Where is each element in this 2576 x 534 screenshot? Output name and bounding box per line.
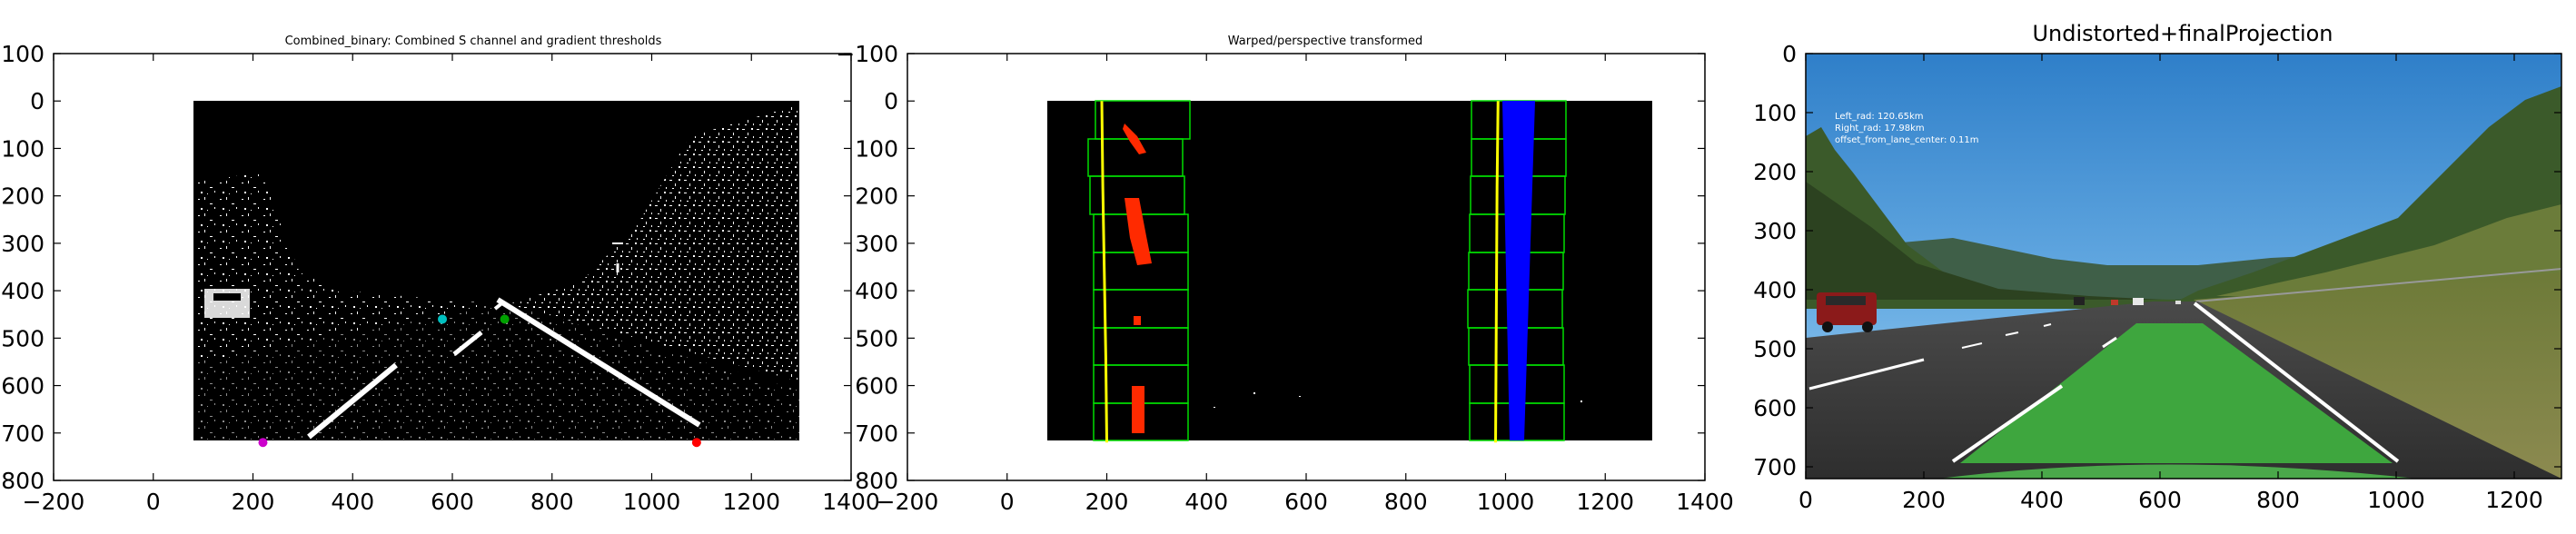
panel1-title: Combined_binary: Combined S channel and … (285, 35, 662, 48)
roadside-grass (2194, 272, 2561, 479)
x-tick-label: −200 (877, 489, 939, 515)
x-tick-label: 400 (331, 489, 374, 515)
red-car (1817, 292, 1877, 332)
black-car (2074, 297, 2085, 305)
x-tick-label: 400 (2020, 487, 2064, 513)
y-tick-label: 700 (855, 420, 898, 447)
x-tick-label: 1000 (1477, 489, 1535, 515)
y-tick-label: 0 (30, 88, 45, 114)
x-tick-label: 600 (2138, 487, 2182, 513)
y-tick-label: 700 (1, 420, 45, 447)
y-tick-label: −100 (0, 41, 45, 67)
white-car (2133, 298, 2144, 305)
panel2-yticks: −100 0 100 200 300 400 500 600 700 800 (836, 41, 1705, 494)
y-tick-label: 300 (1, 231, 45, 257)
scatter-point (500, 314, 510, 324)
x-tick-label: 600 (1284, 489, 1328, 515)
y-tick-label: 200 (1, 183, 45, 210)
y-tick-label: 400 (1, 278, 45, 304)
x-tick-label: 1400 (1676, 489, 1734, 515)
y-tick-label: 400 (855, 278, 898, 304)
y-tick-label: 0 (1782, 41, 1797, 67)
x-tick-label: 600 (431, 489, 474, 515)
x-tick-label: −200 (23, 489, 85, 515)
y-tick-label: 800 (855, 468, 898, 494)
y-tick-label: 500 (1753, 336, 1797, 362)
trees (1806, 86, 2561, 309)
x-tick-label: 200 (1085, 489, 1129, 515)
panel3-image: Left_rad: 120.65km Right_rad: 17.98km of… (1806, 54, 2562, 479)
left-lane-pixels (1123, 124, 1152, 433)
y-tick-label: 0 (884, 88, 898, 114)
y-tick-label: 300 (855, 231, 898, 257)
panel1-image (193, 101, 799, 440)
x-tick-label: 0 (1798, 487, 1813, 513)
panel3-yticks: 0 100 200 300 400 500 600 700 (1753, 41, 2561, 480)
scatter-point (258, 438, 268, 448)
x-tick-label: 800 (2256, 487, 2300, 513)
panel3-axes-frame (1805, 53, 2562, 480)
x-tick-label: 1200 (1576, 489, 1634, 515)
annotation-left-rad: Left_rad: 120.65km (1835, 112, 1923, 122)
panel2-fit-lines (1100, 101, 1500, 443)
lane-fit-line (1100, 101, 1108, 443)
y-tick-label: 800 (1, 468, 45, 494)
noise-dots (1214, 392, 1582, 408)
lane-fit-line (1494, 101, 1500, 443)
y-tick-label: 100 (1, 135, 45, 162)
panel3-xticks: 0 200 400 600 800 1000 1200 (1798, 54, 2543, 513)
x-tick-label: 400 (1184, 489, 1228, 515)
y-tick-label: 400 (1753, 277, 1797, 303)
panel2-xticks: −200 0 200 400 600 800 1000 1200 1400 (877, 54, 1734, 515)
panel3-title: Undistorted+finalProjection (2032, 21, 2333, 46)
annotation-right-rad: Right_rad: 17.98km (1835, 124, 1925, 134)
y-tick-label: 600 (855, 373, 898, 400)
y-tick-label: 200 (855, 183, 898, 210)
x-tick-label: 800 (530, 489, 574, 515)
panel-warped: Warped/perspective transformed (836, 35, 1733, 515)
y-tick-label: 100 (1753, 100, 1797, 126)
x-tick-label: 0 (1000, 489, 1015, 515)
right-lane-pixels (1502, 101, 1535, 440)
y-tick-label: 300 (1753, 218, 1797, 244)
y-tick-label: 600 (1, 373, 45, 400)
panel1-points (258, 314, 701, 448)
y-tick-label: 700 (1753, 454, 1797, 480)
panel-final-projection: Undistorted+finalProjection (1753, 21, 2562, 513)
x-tick-label: 1400 (822, 489, 880, 515)
y-tick-label: 500 (855, 325, 898, 351)
panel-combined-binary: Combined_binary: Combined S channel and … (0, 35, 880, 515)
x-tick-label: 1200 (722, 489, 780, 515)
x-tick-label: 800 (1384, 489, 1428, 515)
lane-projection-bottom (1939, 464, 2416, 479)
x-tick-label: 1000 (623, 489, 681, 515)
x-tick-label: 1000 (2367, 487, 2425, 513)
annotation-offset: offset_from_lane_center: 0.11m (1835, 135, 1979, 145)
scatter-point (438, 314, 448, 324)
panel2-image (1047, 100, 1652, 443)
lane-projection (1960, 323, 2393, 463)
x-tick-label: 0 (146, 489, 161, 515)
y-tick-label: 600 (1753, 395, 1797, 421)
y-tick-label: 100 (855, 135, 898, 162)
panel1-xticks: −200 0 200 400 600 800 1000 1200 1400 (23, 54, 880, 515)
x-tick-label: 200 (232, 489, 275, 515)
panel1-yticks: −100 0 100 200 300 400 500 600 700 800 (0, 41, 851, 494)
x-tick-label: 200 (1902, 487, 1946, 513)
y-tick-label: 200 (1753, 159, 1797, 185)
panel2-title: Warped/perspective transformed (1228, 35, 1423, 48)
x-tick-label: 1200 (2485, 487, 2543, 513)
y-tick-label: 500 (1, 325, 45, 351)
scatter-point (691, 438, 701, 448)
y-tick-label: −100 (836, 41, 898, 67)
